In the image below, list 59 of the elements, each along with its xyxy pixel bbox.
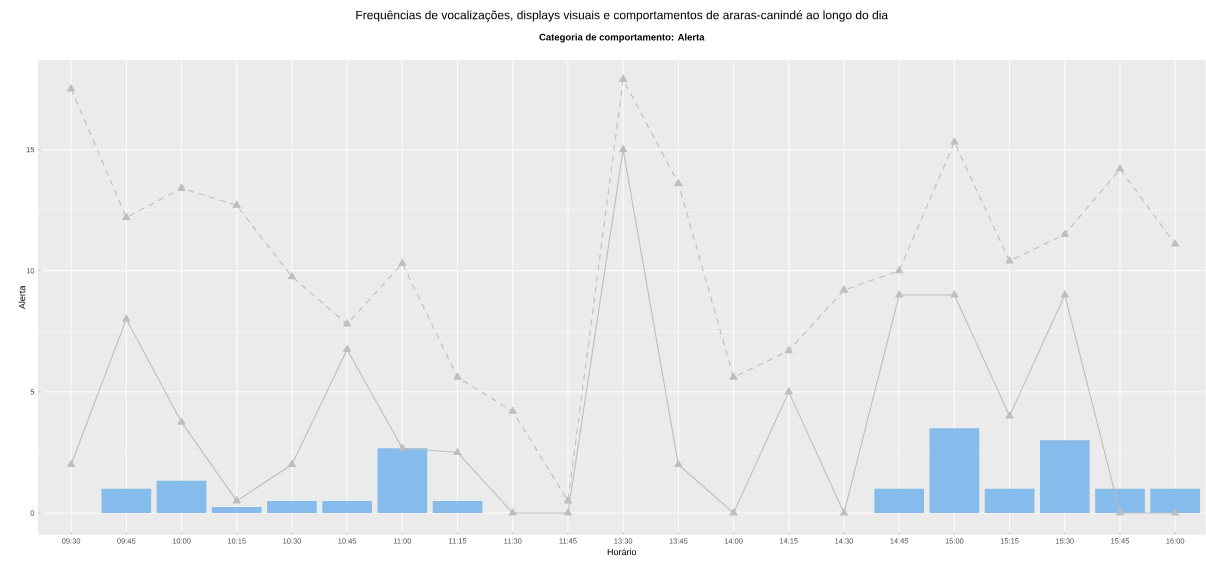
bar xyxy=(156,480,207,514)
point xyxy=(1005,411,1014,419)
bar xyxy=(1095,488,1145,514)
point xyxy=(563,508,572,516)
point xyxy=(343,319,352,327)
point xyxy=(508,508,517,516)
bar xyxy=(1039,440,1090,514)
chart-title: Frequências de vocalizações, displays visuais e comportamentos de araras-canindé ao longo do dia xyxy=(356,10,889,22)
point xyxy=(67,460,76,468)
bar xyxy=(267,500,317,514)
point xyxy=(1171,239,1180,247)
chart-subtitle: Categoria de comportamento: Alerta xyxy=(539,33,705,43)
point xyxy=(1060,229,1069,238)
point xyxy=(232,496,241,504)
point xyxy=(1115,508,1124,516)
point xyxy=(508,406,517,414)
bar xyxy=(211,507,262,514)
point xyxy=(839,508,848,516)
point xyxy=(1115,164,1124,172)
point xyxy=(177,417,186,425)
point xyxy=(729,372,738,380)
bar xyxy=(101,488,152,514)
point xyxy=(122,213,131,221)
bar xyxy=(322,500,372,514)
point xyxy=(232,200,241,208)
point xyxy=(784,346,793,354)
bar xyxy=(984,488,1035,514)
point xyxy=(674,460,683,468)
point xyxy=(287,460,296,468)
bar xyxy=(874,488,925,514)
point xyxy=(729,508,738,516)
point xyxy=(1171,508,1180,516)
bar xyxy=(377,448,428,514)
point xyxy=(343,345,352,353)
point xyxy=(398,259,407,267)
bar xyxy=(1150,488,1201,514)
point xyxy=(674,179,683,187)
point xyxy=(122,314,131,322)
point xyxy=(177,183,186,192)
bar xyxy=(929,428,980,514)
point xyxy=(784,387,793,395)
point xyxy=(950,290,959,298)
point xyxy=(67,84,76,92)
point xyxy=(950,137,959,145)
point xyxy=(895,290,904,298)
point xyxy=(398,443,407,451)
point xyxy=(895,266,904,274)
y-axis-title: Alerta xyxy=(18,285,26,310)
bar xyxy=(432,500,483,514)
point xyxy=(619,145,628,153)
point xyxy=(1060,290,1069,298)
x-axis-title: Horário xyxy=(607,548,637,556)
point xyxy=(453,372,462,380)
point xyxy=(619,74,628,82)
point xyxy=(287,272,296,280)
point xyxy=(563,496,572,504)
point xyxy=(453,448,462,456)
point xyxy=(839,285,848,293)
point xyxy=(1005,256,1014,264)
